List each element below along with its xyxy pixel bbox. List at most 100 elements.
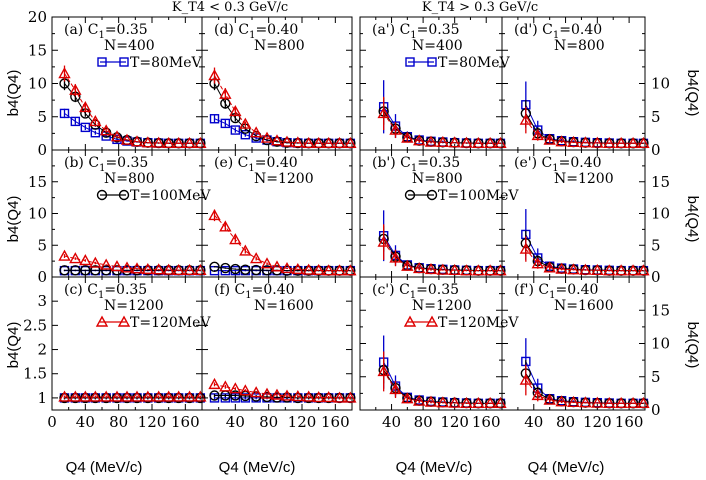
data-point xyxy=(302,263,315,275)
data-point xyxy=(130,262,144,274)
legend-marker xyxy=(96,189,108,201)
data-point xyxy=(111,392,123,404)
header-left: K_T4 < 0.3 GeV/c xyxy=(172,0,288,15)
data-point xyxy=(312,136,325,149)
x-tick-label: 160 xyxy=(171,413,200,431)
data-point xyxy=(377,364,390,377)
y-label-right-2: b4(Q4) xyxy=(684,196,701,243)
data-point xyxy=(448,263,461,276)
data-point xyxy=(260,131,274,143)
data-point xyxy=(555,135,568,147)
data-point xyxy=(626,396,640,409)
data-point xyxy=(162,136,175,149)
x-tick-label: 40 xyxy=(76,413,95,431)
data-point xyxy=(153,392,164,404)
legend-marker xyxy=(404,189,416,201)
data-point xyxy=(637,136,650,149)
data-point xyxy=(302,136,315,149)
data-point xyxy=(424,395,438,407)
legend-label: T=120MeV xyxy=(130,315,211,331)
data-point xyxy=(79,390,92,402)
x-tick-label: 80 xyxy=(109,413,128,431)
data-point xyxy=(483,396,497,409)
data-point xyxy=(555,395,568,407)
data-point xyxy=(270,388,284,400)
panel-n: N=800 xyxy=(412,171,463,187)
data-point xyxy=(69,83,82,95)
y-tick-label-right: 5 xyxy=(651,108,661,126)
x-tick-label: 80 xyxy=(556,413,575,431)
x-tick-label: 40 xyxy=(524,413,543,431)
data-point xyxy=(230,125,241,135)
series-T120 xyxy=(519,364,650,409)
data-point xyxy=(142,265,154,276)
data-point xyxy=(229,382,242,394)
data-point xyxy=(69,252,82,264)
data-point xyxy=(460,396,473,409)
data-point xyxy=(292,392,304,404)
data-point xyxy=(152,390,165,402)
data-point xyxy=(131,265,143,276)
y-tick-label-right: 5 xyxy=(651,236,661,254)
panel-d: (d) C1=0.40N=800 xyxy=(201,16,357,151)
data-point xyxy=(162,263,175,275)
x-tick-label: 40 xyxy=(226,413,245,431)
data-point xyxy=(519,113,533,125)
data-point xyxy=(531,257,544,269)
x-tick-label: 80 xyxy=(414,413,433,431)
data-point xyxy=(637,396,650,409)
data-point xyxy=(162,390,175,402)
data-point xyxy=(89,114,102,127)
series-T120 xyxy=(58,390,207,402)
data-point xyxy=(209,390,220,401)
series-line xyxy=(214,215,351,272)
data-point xyxy=(291,390,305,402)
data-point xyxy=(110,390,124,402)
data-point xyxy=(531,128,544,141)
data-point xyxy=(249,252,263,264)
panel-label: (e) C1=0.40 xyxy=(214,155,298,174)
data-point xyxy=(172,263,185,276)
data-point xyxy=(436,396,450,408)
x-tick-label: 160 xyxy=(321,413,350,431)
data-point xyxy=(219,380,232,392)
series-T100 xyxy=(59,76,206,149)
data-point xyxy=(229,104,242,117)
data-point xyxy=(377,235,390,247)
y-tick-label-right: 5 xyxy=(651,368,661,386)
x-tick-label: 120 xyxy=(138,413,167,431)
data-point xyxy=(183,263,196,276)
panel-label: (a') C1=0.35 xyxy=(372,22,460,41)
panel-n: N=400 xyxy=(104,38,155,54)
panel-f: 40 80 120 160 (f) C1=0.40N=1600 xyxy=(201,276,357,431)
x-tick-label: 160 xyxy=(615,413,644,431)
panel-label: (b) C1=0.35 xyxy=(64,155,148,174)
legend-marker xyxy=(427,57,437,67)
x-tick-label: 80 xyxy=(259,413,278,431)
legend-label: T=80MeV xyxy=(438,55,511,71)
y-tick-label: 3 xyxy=(37,292,47,310)
data-point xyxy=(637,264,650,276)
data-point xyxy=(333,391,346,403)
data-point xyxy=(579,396,592,408)
data-point xyxy=(412,261,426,274)
panel-c: 1 1.5 2 2.5 3 0 40 80 120 160 (c) C1=0.35N=1200T=1… xyxy=(23,276,211,431)
series-T120 xyxy=(58,249,207,276)
data-point xyxy=(249,386,263,398)
panel-label: (d') C1=0.40 xyxy=(514,22,602,41)
data-point xyxy=(494,396,507,409)
data-point xyxy=(626,136,640,149)
data-point xyxy=(280,389,294,401)
data-point xyxy=(333,264,346,276)
data-point xyxy=(173,392,184,404)
data-point xyxy=(412,134,426,146)
panel-n: N=1200 xyxy=(554,171,614,187)
y-tick-label: 1 xyxy=(37,389,47,407)
data-point xyxy=(260,387,274,399)
y-tick-label: 5 xyxy=(37,236,47,254)
data-point xyxy=(141,136,155,148)
data-point xyxy=(120,261,134,273)
